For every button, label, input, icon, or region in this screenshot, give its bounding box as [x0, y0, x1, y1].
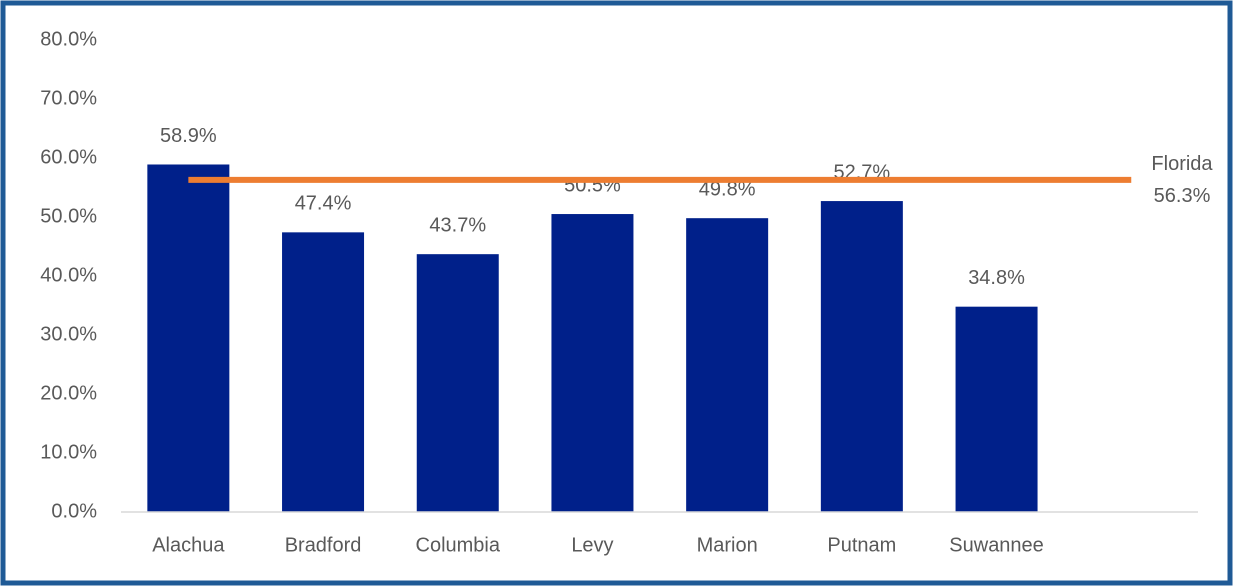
bar: [820, 201, 903, 512]
y-tick-label: 20.0%: [40, 382, 97, 404]
x-tick-label: Putnam: [827, 534, 896, 556]
data-label: 43.7%: [429, 214, 486, 236]
data-label: 34.8%: [968, 267, 1025, 289]
x-tick-label: Alachua: [152, 534, 225, 556]
bar: [147, 164, 230, 513]
bar: [282, 232, 365, 512]
y-tick-label: 50.0%: [40, 205, 97, 227]
y-tick-label: 10.0%: [40, 441, 97, 463]
bar: [686, 218, 769, 512]
bar: [955, 306, 1038, 512]
reference-name: Florida: [1151, 153, 1213, 175]
y-tick-label: 80.0%: [40, 28, 97, 50]
y-tick-label: 30.0%: [40, 323, 97, 345]
x-tick-label: Levy: [571, 534, 613, 556]
reference-label: 56.3%: [1154, 185, 1211, 207]
data-label: 47.4%: [295, 193, 352, 215]
bar: [551, 214, 634, 513]
y-tick-label: 70.0%: [40, 87, 97, 109]
x-tick-label: Suwannee: [949, 534, 1044, 556]
bar: [416, 254, 499, 513]
data-label: 58.9%: [160, 125, 217, 147]
x-tick-label: Bradford: [285, 534, 362, 556]
y-tick-label: 0.0%: [51, 500, 97, 522]
data-label: 49.8%: [699, 178, 756, 200]
x-tick-label: Columbia: [416, 534, 501, 556]
y-tick-label: 60.0%: [40, 146, 97, 168]
y-tick-label: 40.0%: [40, 264, 97, 286]
x-tick-label: Marion: [697, 534, 758, 556]
